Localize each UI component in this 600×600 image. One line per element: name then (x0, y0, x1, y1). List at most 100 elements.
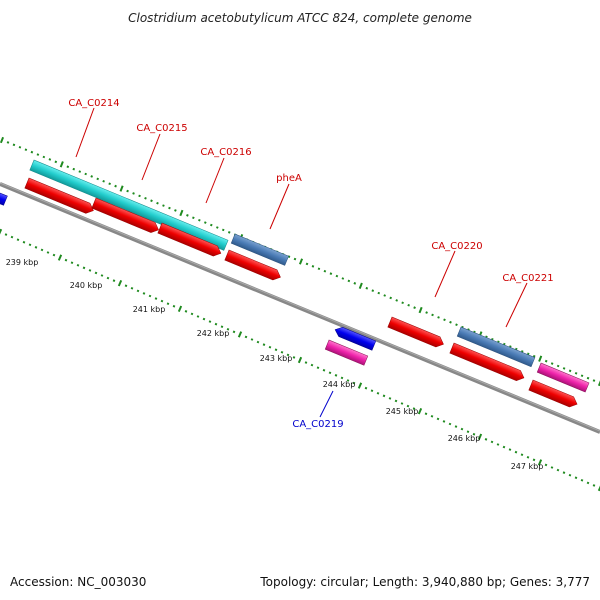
ruler-minor-tick (46, 251, 50, 254)
ruler-major-tick (357, 382, 363, 389)
ruler-minor-tick (304, 361, 308, 364)
ruler-major-tick (117, 280, 123, 287)
ruler-minor-tick (413, 306, 416, 309)
ruler-minor-tick (154, 297, 158, 300)
ruler-minor-tick (94, 271, 98, 275)
feature-pink-right-edge[interactable] (536, 362, 590, 393)
ruler-minor-tick (340, 376, 344, 380)
ruler-minor-tick (54, 160, 58, 164)
gene-label-ca-c0214[interactable]: CA_C0214 (68, 98, 119, 109)
ruler-minor-tick (184, 310, 188, 313)
gene-label-ca-c0220[interactable]: CA_C0220 (431, 241, 482, 252)
cds-arrow-phea[interactable] (224, 249, 283, 282)
leader-ca-c0219 (319, 390, 334, 418)
ruler-minor-tick (126, 189, 129, 193)
cds-arrow-ca-c0215[interactable] (91, 197, 161, 235)
feature-steel-phea[interactable] (230, 233, 289, 266)
ruler-minor-tick (22, 240, 26, 244)
ruler-minor-tick (496, 443, 500, 446)
ruler-minor-tick (100, 274, 104, 277)
ruler-minor-tick (64, 258, 68, 262)
ruler-minor-tick (166, 302, 170, 306)
ruler-minor-tick (364, 386, 368, 390)
inner-ruler-dots (0, 228, 600, 492)
gene-label-ca-c0221[interactable]: CA_C0221 (502, 273, 553, 284)
gene-label-ca-c0219[interactable]: CA_C0219 (292, 419, 343, 430)
ruler-minor-tick (142, 292, 146, 295)
ruler-minor-tick (130, 286, 134, 290)
ruler-minor-tick (293, 257, 297, 261)
ruler-minor-tick (305, 262, 309, 266)
ruler-minor-tick (102, 180, 105, 183)
ruler-minor-tick (192, 216, 195, 220)
ruler-minor-tick (198, 218, 201, 222)
genome-backbone-highlight (0, 182, 600, 432)
ruler-minor-tick (317, 267, 321, 271)
feature-pink-ca-c0219[interactable] (324, 339, 369, 366)
ruler-minor-tick (353, 282, 357, 285)
ruler-major-tick (59, 161, 64, 168)
ruler-minor-tick (114, 184, 117, 188)
ruler-minor-tick (6, 141, 10, 144)
ruler-minor-tick (383, 294, 387, 297)
ruler-minor-tick (186, 214, 189, 217)
cds-arrow-ca-c0216[interactable] (157, 222, 223, 258)
ruler-minor-tick (580, 374, 584, 377)
cds-arrow-ca-c0219[interactable] (333, 325, 377, 351)
ruler-minor-tick (544, 359, 548, 363)
feature-cyan-bar[interactable] (29, 159, 229, 251)
ruler-minor-tick (395, 299, 399, 302)
cds-arrow-left-edge[interactable] (0, 192, 8, 206)
ruler-minor-tick (36, 153, 40, 156)
ruler-minor-tick (28, 243, 32, 247)
ruler-minor-tick (401, 301, 404, 305)
ruler-minor-tick (328, 371, 332, 375)
ruler-minor-tick (466, 430, 470, 434)
ruler-minor-tick (437, 316, 440, 319)
ruler-major-tick (597, 380, 600, 387)
ruler-minor-tick (382, 394, 386, 398)
ruler-minor-tick (4, 233, 8, 236)
ruler-minor-tick (138, 194, 141, 198)
ruler-minor-tick (162, 204, 165, 207)
cds-arrow-ca-c0220[interactable] (387, 316, 446, 349)
ruler-minor-tick (196, 315, 200, 318)
ruler-minor-tick (66, 165, 70, 169)
cds-arrow-ca-c0221[interactable] (449, 342, 526, 383)
ruler-minor-tick (78, 170, 82, 173)
ruler-minor-tick (568, 369, 572, 373)
ruler-minor-tick (454, 425, 458, 428)
ruler-minor-tick (502, 445, 506, 449)
ruler-minor-tick (160, 299, 164, 303)
ruler-minor-tick (286, 353, 290, 357)
ruler-minor-tick (208, 320, 212, 323)
feature-steel-ca-c0221[interactable] (456, 326, 536, 368)
ruler-minor-tick (190, 312, 194, 316)
ruler-minor-tick (52, 253, 56, 257)
gene-label-phea[interactable]: pheA (276, 173, 302, 184)
ruler-minor-tick (508, 448, 512, 451)
ruler-minor-tick (592, 484, 596, 487)
ruler-minor-tick (150, 199, 153, 203)
ruler-label: 243 kbp (260, 354, 293, 363)
cds-arrow-ca-c0214[interactable] (24, 177, 96, 216)
gene-label-ca-c0216[interactable]: CA_C0216 (200, 147, 251, 158)
ruler-minor-tick (490, 440, 494, 444)
gene-label-ca-c0215[interactable]: CA_C0215 (136, 123, 187, 134)
ruler-minor-tick (256, 340, 260, 344)
ruler-minor-tick (84, 172, 88, 176)
leader-phea (269, 183, 290, 230)
ruler-minor-tick (352, 381, 356, 385)
cds-arrow-right-edge[interactable] (528, 379, 579, 409)
ruler-major-tick (0, 228, 3, 235)
ruler-label: 242 kbp (197, 329, 230, 338)
leader-ca-c0221 (505, 282, 528, 328)
leader-ca-c0220 (434, 250, 456, 298)
ruler-minor-tick (310, 363, 314, 367)
ruler-major-tick (119, 185, 124, 192)
ruler-minor-tick (526, 455, 530, 459)
ruler-minor-tick (232, 330, 236, 334)
ruler-minor-tick (96, 177, 100, 181)
ruler-major-tick (0, 136, 5, 144)
